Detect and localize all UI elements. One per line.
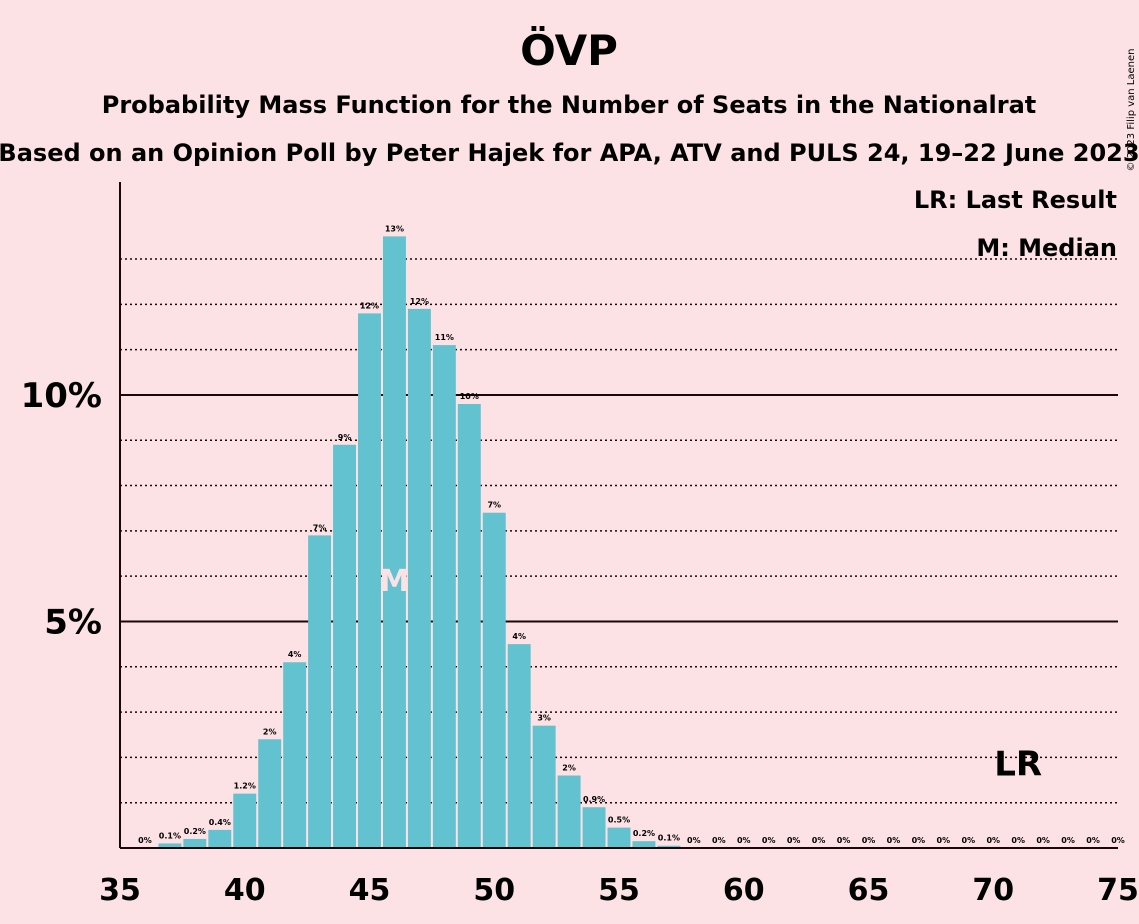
chart-subtitle-poll: Based on an Opinion Poll by Peter Hajek … [0, 139, 1139, 167]
bar-label: 0% [812, 836, 826, 845]
bar-label: 0% [138, 836, 152, 845]
bar-label: 3% [537, 714, 551, 723]
bar-label: 0.2% [633, 829, 655, 838]
bar-label: 0% [986, 836, 1000, 845]
bar-seat-38 [183, 838, 207, 848]
y-tick-label: 10% [21, 376, 102, 416]
bar-label: 1.2% [234, 782, 256, 791]
bar-label: 0% [712, 836, 726, 845]
bar-seat-47 [407, 308, 431, 848]
bar-seat-51 [507, 644, 531, 848]
bar-label: 0% [887, 836, 901, 845]
bar-label: 4% [288, 650, 302, 659]
bar-seat-45 [358, 313, 381, 848]
bar-label: 9% [338, 433, 352, 442]
bar-label: 0.4% [209, 818, 231, 827]
bar-label: 0% [787, 836, 801, 845]
bar-seat-57 [657, 845, 681, 848]
x-tick-label: 35 [99, 873, 141, 908]
bar-label: 0% [1111, 836, 1125, 845]
bar-seat-43 [308, 535, 332, 848]
bar-seat-39 [208, 829, 232, 848]
x-tick-label: 50 [473, 873, 515, 908]
bar-label: 0% [862, 836, 876, 845]
x-tick-label: 75 [1097, 873, 1139, 908]
x-tick-label: 45 [349, 873, 391, 908]
bar-label: 0% [912, 836, 926, 845]
bar-label: 12% [410, 297, 429, 306]
bar-label: 0.9% [583, 795, 605, 804]
bar-label: 0% [1061, 836, 1075, 845]
axes: 5% 10% 35 40 45 50 55 60 65 70 75 [21, 182, 1139, 908]
bar-seat-40 [233, 793, 257, 848]
x-tick-label: 70 [972, 873, 1014, 908]
bar-seat-56 [632, 841, 656, 848]
bar-label: 0% [1011, 836, 1025, 845]
x-tick-label: 60 [723, 873, 765, 908]
bar-seat-49 [457, 404, 481, 848]
bar-label: 2% [263, 727, 277, 736]
bar-label: 0.1% [658, 834, 680, 843]
median-marker: M [380, 564, 410, 599]
bar-seat-53 [557, 775, 581, 848]
bar-label: 2% [562, 764, 576, 773]
legend-median: M: Median [976, 234, 1117, 262]
chart-subtitle: Probability Mass Function for the Number… [102, 91, 1037, 119]
last-result-marker: LR [994, 745, 1042, 785]
bar-label: 12% [360, 301, 379, 310]
bar-seat-55 [607, 827, 631, 848]
bar-label: 10% [460, 392, 479, 401]
bar-label: 0% [687, 836, 701, 845]
legend-last-result: LR: Last Result [914, 186, 1117, 214]
copyright: © 2023 Filip van Laenen [1126, 49, 1137, 172]
bar-label: 7% [487, 501, 501, 510]
bar-label: 0% [937, 836, 951, 845]
bar-seat-52 [532, 725, 556, 848]
bar-seat-44 [333, 444, 357, 848]
bar-seat-46 [382, 236, 406, 849]
bar-label: 0% [962, 836, 976, 845]
bar-labels: 0%0.1%0.2%0.4%1.2%2%4%7%9%12%13%12%11%10… [138, 224, 1125, 845]
bar-label: 4% [512, 632, 526, 641]
bar-label: 7% [313, 523, 327, 532]
bars [158, 236, 681, 849]
bar-label: 0.1% [159, 831, 181, 840]
bar-label: 0% [1036, 836, 1050, 845]
bar-seat-54 [582, 807, 606, 848]
bar-label: 11% [435, 333, 454, 342]
bar-seat-41 [258, 739, 282, 848]
x-tick-label: 55 [598, 873, 640, 908]
bar-seat-48 [432, 345, 456, 848]
bar-seat-50 [482, 512, 506, 848]
bar-label: 0.2% [184, 827, 206, 836]
gridlines [120, 258, 1118, 804]
y-tick-label: 5% [44, 602, 102, 642]
x-tick-label: 65 [848, 873, 890, 908]
chart-title: ÖVP [520, 25, 618, 75]
x-tick-label: 40 [224, 873, 266, 908]
bar-label: 0% [737, 836, 751, 845]
bar-label: 0% [1086, 836, 1100, 845]
bar-label: 0% [762, 836, 776, 845]
bar-label: 13% [385, 224, 404, 233]
bar-seat-37 [158, 843, 182, 848]
bar-label: 0.5% [608, 816, 630, 825]
bar-seat-42 [283, 662, 307, 848]
bar-label: 0% [837, 836, 851, 845]
